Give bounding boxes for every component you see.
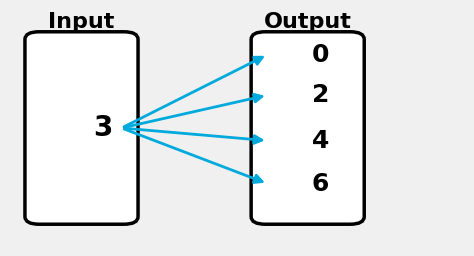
FancyBboxPatch shape: [251, 32, 364, 224]
Text: Output: Output: [264, 12, 352, 32]
Text: 4: 4: [312, 129, 329, 153]
Text: 3: 3: [93, 114, 112, 142]
Text: 6: 6: [312, 172, 329, 196]
Text: Input: Input: [48, 12, 115, 32]
Text: 0: 0: [312, 42, 329, 67]
Text: 2: 2: [312, 83, 329, 107]
FancyBboxPatch shape: [25, 32, 138, 224]
